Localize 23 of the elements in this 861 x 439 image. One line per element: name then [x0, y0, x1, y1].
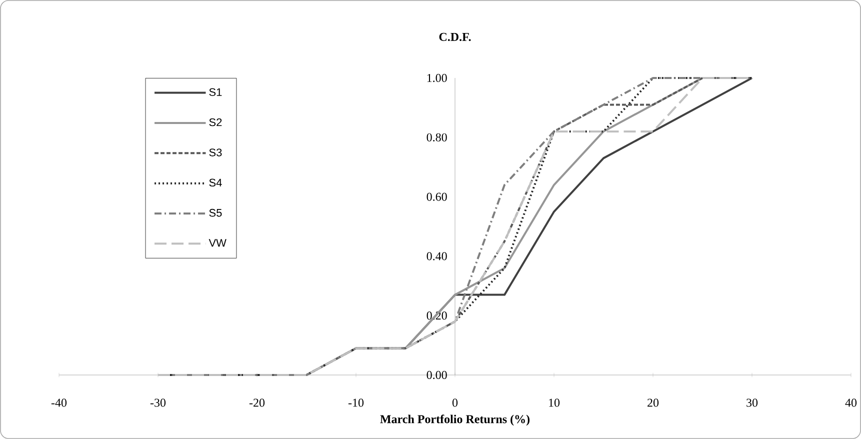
legend-label: S2	[209, 118, 222, 126]
y-tick-label: 0.80	[426, 133, 447, 142]
y-tick-label: 1.00	[427, 74, 447, 82]
x-tick-label: 10	[549, 398, 560, 407]
x-tick-label: 30	[746, 398, 758, 407]
y-tick-label: 0.20	[426, 312, 447, 320]
x-tick-label: -10	[348, 398, 364, 407]
legend-label: S4	[209, 178, 222, 187]
y-tick-label: 0.40	[426, 252, 447, 260]
x-tick-label: 0	[452, 398, 458, 407]
legend-label: VW	[208, 239, 226, 247]
x-tick-label: -40	[51, 398, 67, 407]
chart-title: C.D.F.	[439, 32, 471, 42]
x-tick-label: 40	[845, 398, 857, 407]
y-tick-label: 0.00	[426, 370, 447, 380]
x-axis-title: March Portfolio Returns (%)	[380, 414, 530, 426]
x-tick-label: -20	[249, 398, 265, 407]
x-tick-label: 20	[648, 398, 659, 407]
y-tick-label: 0.60	[426, 192, 447, 201]
legend-label: S3	[209, 148, 222, 156]
x-tick-label: -30	[150, 398, 166, 407]
legend-label: S1	[209, 88, 222, 96]
legend-label: S5	[209, 208, 222, 217]
